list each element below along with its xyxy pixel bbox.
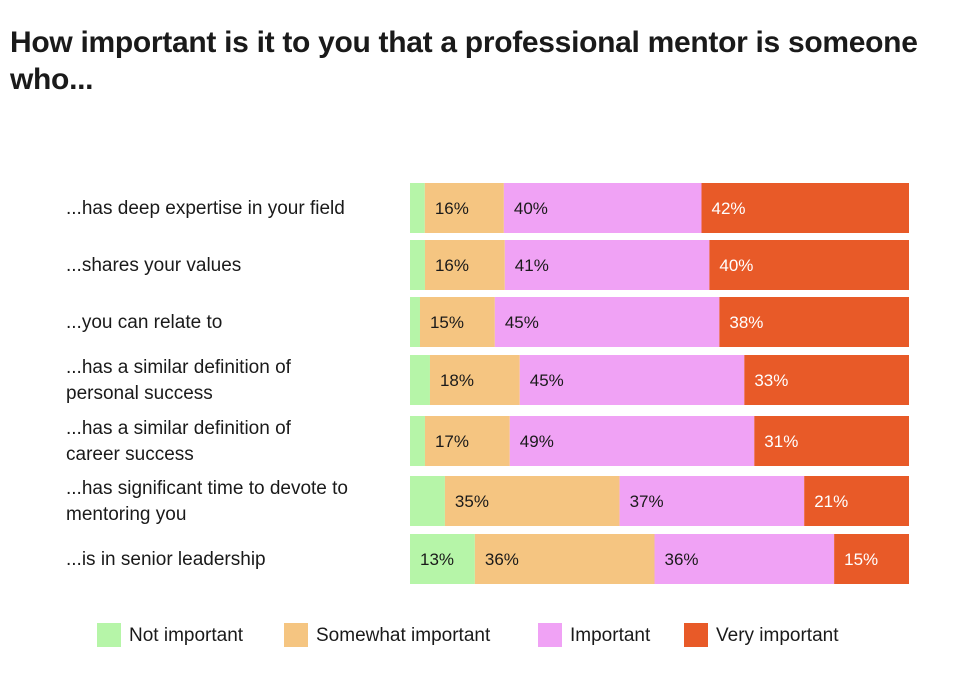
data-label: 38% (729, 313, 763, 332)
bar-not-important (410, 297, 420, 347)
legend-swatch-very-important (684, 623, 708, 647)
data-label: 37% (630, 492, 664, 511)
bar-important (509, 416, 755, 466)
legend: Not important Somewhat important Important… (97, 623, 839, 647)
category-label-line: ...shares your values (66, 255, 241, 276)
category-label: ...has significant time to devote to ment… (66, 478, 348, 525)
category-label-line: personal success (66, 383, 213, 404)
bar-not-important (410, 476, 445, 526)
bar-important (504, 240, 710, 290)
category-label-line: mentoring you (66, 504, 186, 525)
category-label-line: ...has significant time to devote to (66, 478, 348, 499)
bar-important (519, 355, 745, 405)
legend-swatch-important (538, 623, 562, 647)
bar-somewhat-important (474, 534, 655, 584)
data-label: 40% (719, 256, 753, 275)
data-label: 40% (514, 199, 548, 218)
bar-not-important (410, 240, 425, 290)
legend-label-important: Important (570, 625, 651, 646)
category-label: ...you can relate to (66, 312, 222, 333)
data-label: 35% (455, 492, 489, 511)
legend-swatch-somewhat-important (284, 623, 308, 647)
category-label: ...is in senior leadership (66, 549, 266, 570)
data-label: 15% (430, 313, 464, 332)
category-label: ...shares your values (66, 255, 241, 276)
data-label: 42% (712, 199, 746, 218)
data-label: 31% (764, 432, 798, 451)
bar-not-important (410, 416, 425, 466)
bar-not-important (410, 355, 430, 405)
bar-important (654, 534, 835, 584)
bar-important (503, 183, 702, 233)
category-label: ...has a similar definition of career suc… (66, 418, 292, 465)
bar-somewhat-important (424, 416, 510, 466)
category-label-line: ...you can relate to (66, 312, 222, 333)
category-label-line: career success (66, 444, 194, 465)
category-label: ...has deep expertise in your field (66, 198, 345, 219)
category-label-line: ...has a similar definition of (66, 418, 292, 439)
bar-very-important (719, 297, 909, 347)
bar-very-important (804, 476, 909, 526)
data-label: 41% (515, 256, 549, 275)
data-label: 36% (485, 550, 519, 569)
bar-very-important (754, 416, 909, 466)
bar-somewhat-important (444, 476, 620, 526)
bar-important (619, 476, 805, 526)
bar-somewhat-important (424, 240, 505, 290)
category-label: ...has a similar definition of personal s… (66, 357, 292, 404)
bar-important (494, 297, 720, 347)
bar-somewhat-important (424, 183, 504, 233)
data-label: 16% (435, 199, 469, 218)
data-label: 49% (520, 432, 554, 451)
bar-very-important (709, 240, 909, 290)
category-labels: ...has deep expertise in your field ...sh… (66, 198, 348, 570)
bars: 16% 40% 42% 16% 41% 40% 15% 45% 38% 18% 45% 33% 17% 4… (410, 183, 909, 584)
legend-label-not-important: Not important (129, 625, 244, 646)
legend-swatch-not-important (97, 623, 121, 647)
bar-very-important (834, 534, 909, 584)
bar-very-important (701, 183, 909, 233)
data-label: 45% (530, 371, 564, 390)
category-label-line: ...is in senior leadership (66, 549, 266, 570)
data-label: 21% (814, 492, 848, 511)
legend-label-somewhat-important: Somewhat important (316, 625, 491, 646)
category-label-line: ...has deep expertise in your field (66, 198, 345, 219)
data-label: 17% (435, 432, 469, 451)
data-label: 16% (435, 256, 469, 275)
data-label: 45% (505, 313, 539, 332)
data-label: 36% (665, 550, 699, 569)
category-label-line: ...has a similar definition of (66, 357, 292, 378)
legend-label-very-important: Very important (716, 625, 839, 646)
bar-not-important (410, 183, 425, 233)
data-label: 13% (420, 550, 454, 569)
bar-not-important (410, 534, 475, 584)
bar-somewhat-important (429, 355, 520, 405)
bar-somewhat-important (419, 297, 495, 347)
bar-very-important (744, 355, 909, 405)
data-label: 33% (754, 371, 788, 390)
chart-title: How important is it to you that a profes… (10, 26, 918, 96)
data-label: 15% (844, 550, 878, 569)
data-label: 18% (440, 371, 474, 390)
